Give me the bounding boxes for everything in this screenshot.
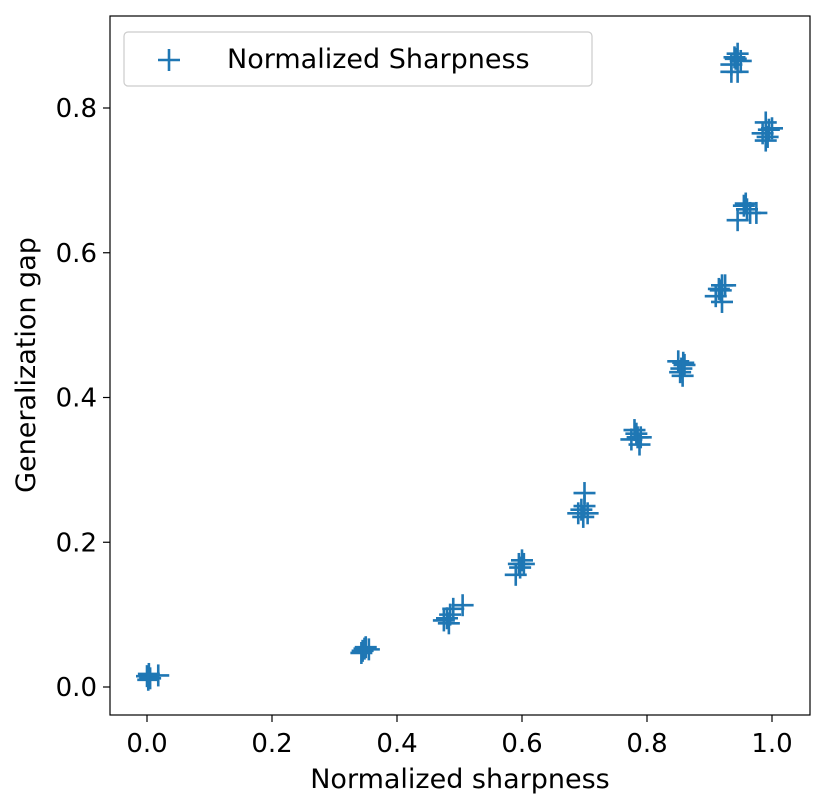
legend-box	[123, 31, 593, 87]
data-point	[137, 668, 160, 691]
plot-area	[109, 15, 811, 716]
y-tick-label: 0.6	[56, 239, 97, 269]
y-axis-label: Generalization gap	[11, 237, 42, 493]
data-point	[734, 192, 757, 215]
data-point	[147, 664, 170, 687]
data-point	[350, 641, 373, 664]
x-tick-label: 1.0	[751, 729, 792, 759]
data-point	[512, 552, 535, 575]
data-point	[573, 495, 596, 518]
data-point	[442, 597, 465, 620]
y-tick-label: 0.4	[56, 384, 97, 414]
y-tick-label: 0.2	[56, 528, 97, 558]
data-point	[625, 422, 648, 445]
legend-label: Normalized Sharpness	[227, 44, 530, 75]
y-tick-label: 0.8	[56, 94, 97, 124]
data-point	[761, 117, 783, 140]
x-axis-label: Normalized sharpness	[310, 764, 610, 795]
data-point	[709, 279, 732, 302]
data-point	[714, 274, 737, 297]
data-point	[451, 594, 474, 617]
data-point	[729, 49, 752, 72]
data-point	[509, 556, 532, 579]
data-point	[437, 612, 460, 635]
data-point	[720, 60, 743, 83]
data-point	[726, 209, 749, 232]
data-point	[628, 433, 651, 456]
data-point	[724, 47, 747, 70]
data-point	[672, 351, 695, 374]
y-tick-label: 0.0	[56, 673, 97, 703]
legend-marker-plus-icon	[158, 49, 180, 71]
data-point	[353, 637, 376, 660]
x-tick-label: 0.8	[626, 729, 667, 759]
x-tick-label: 0.6	[501, 729, 542, 759]
data-point	[754, 129, 777, 152]
x-tick-label: 0.0	[126, 729, 167, 759]
x-tick-label: 0.2	[251, 729, 292, 759]
data-point	[745, 201, 768, 224]
data-point	[669, 361, 692, 384]
x-tick-label: 0.4	[376, 729, 417, 759]
legend: Normalized Sharpness	[123, 31, 593, 87]
data-point	[756, 125, 779, 148]
legend-plus-marker	[158, 49, 180, 71]
